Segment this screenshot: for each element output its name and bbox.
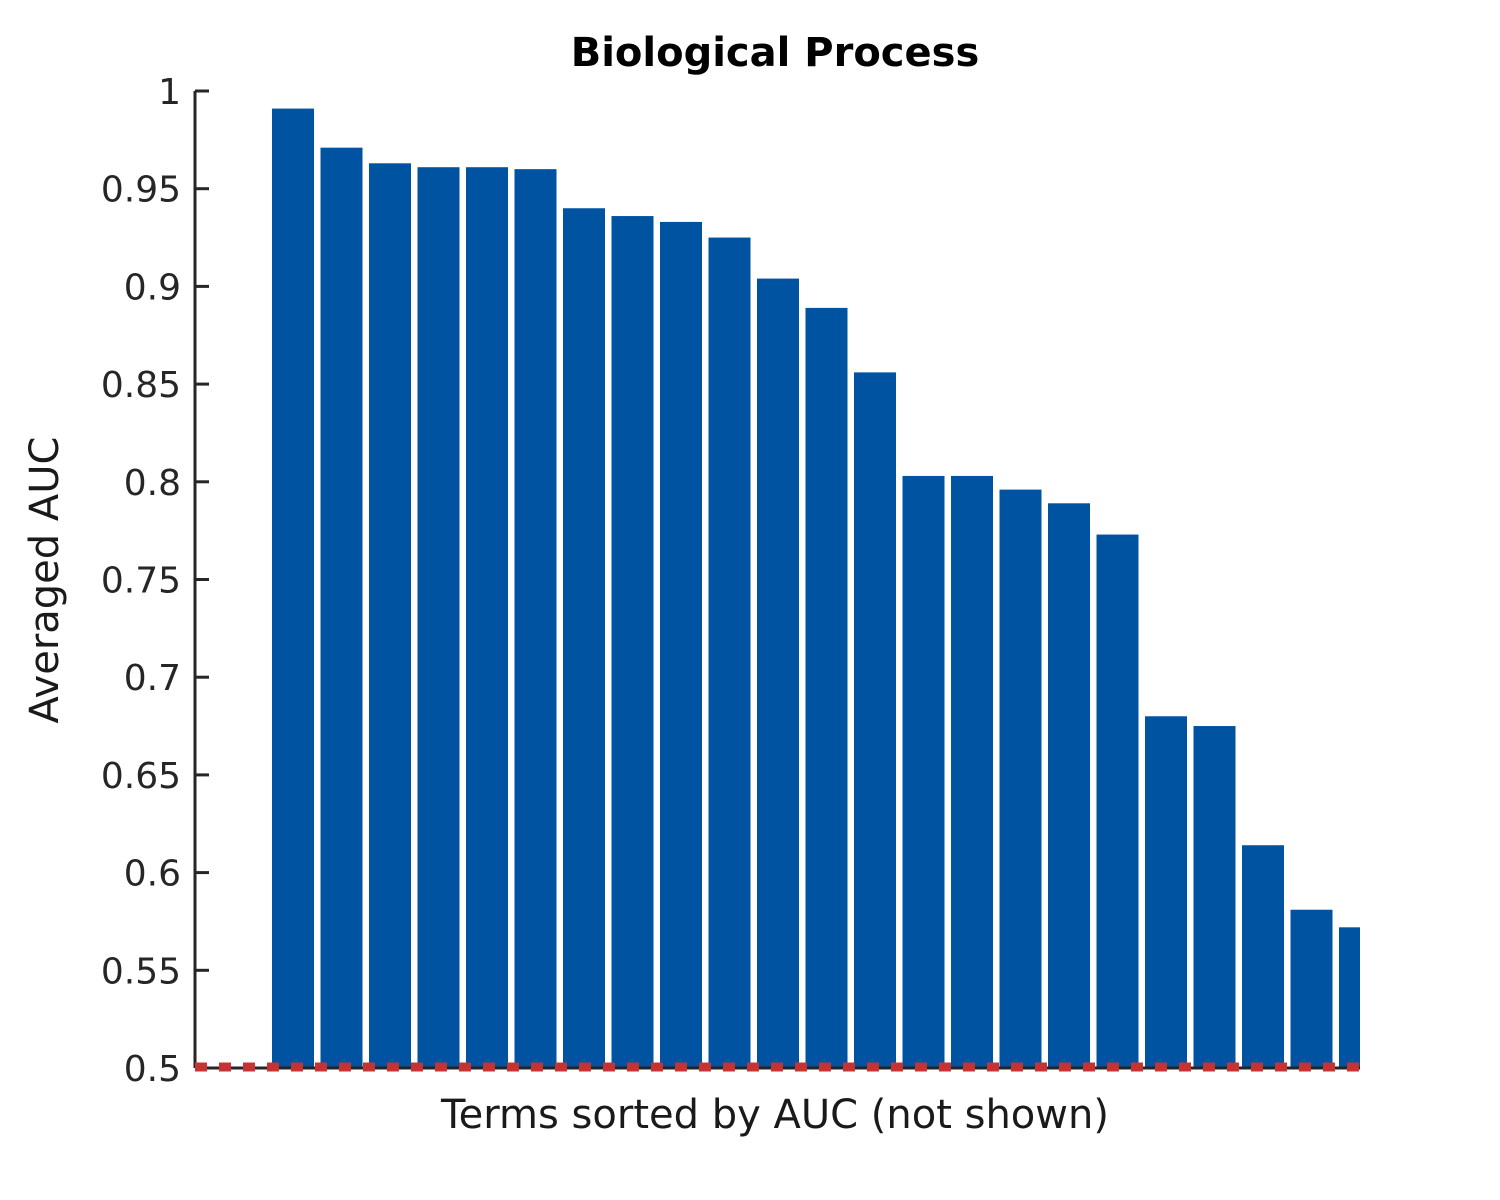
bar [1242,845,1284,1068]
bar [1145,716,1187,1068]
bar [902,475,945,1068]
bar [999,489,1042,1069]
bar [1096,534,1139,1068]
bar [611,216,654,1068]
y-tick-label: 0.65 [101,756,181,797]
bar [563,208,605,1069]
bar [417,167,460,1068]
y-tick-label: 0.8 [124,463,181,504]
bar [320,147,363,1068]
bar [466,167,508,1068]
chart-title: Biological Process [571,30,980,76]
bar [805,307,848,1068]
bar [708,237,751,1069]
y-tick-label: 0.6 [124,854,181,895]
y-tick-label: 0.7 [124,658,181,699]
bar [1290,909,1333,1068]
bar [514,169,557,1068]
bar [854,372,896,1069]
bar [951,475,993,1068]
y-tick-label: 0.95 [101,170,181,211]
bar [660,221,702,1069]
bar [1339,927,1360,1068]
y-axis-label: Averaged AUC [22,437,68,724]
y-tick-label: 1 [158,72,181,113]
bar [1048,503,1090,1068]
bar [272,108,314,1068]
bars-group [272,108,1360,1069]
y-tick-label: 0.5 [124,1049,181,1090]
y-tick-label: 0.75 [101,561,181,602]
y-tick-label: 0.85 [101,365,181,406]
y-axis: 0.5 0.55 0.6 0.65 0.7 0.75 0.8 0.85 0.9 0.95 1 [101,72,209,1090]
y-tick-label: 0.55 [101,951,181,992]
bar [1193,726,1236,1068]
bar [369,163,411,1069]
x-axis-label: Terms sorted by AUC (not shown) [440,1092,1109,1138]
bar [757,278,799,1069]
y-tick-label: 0.9 [124,267,181,308]
